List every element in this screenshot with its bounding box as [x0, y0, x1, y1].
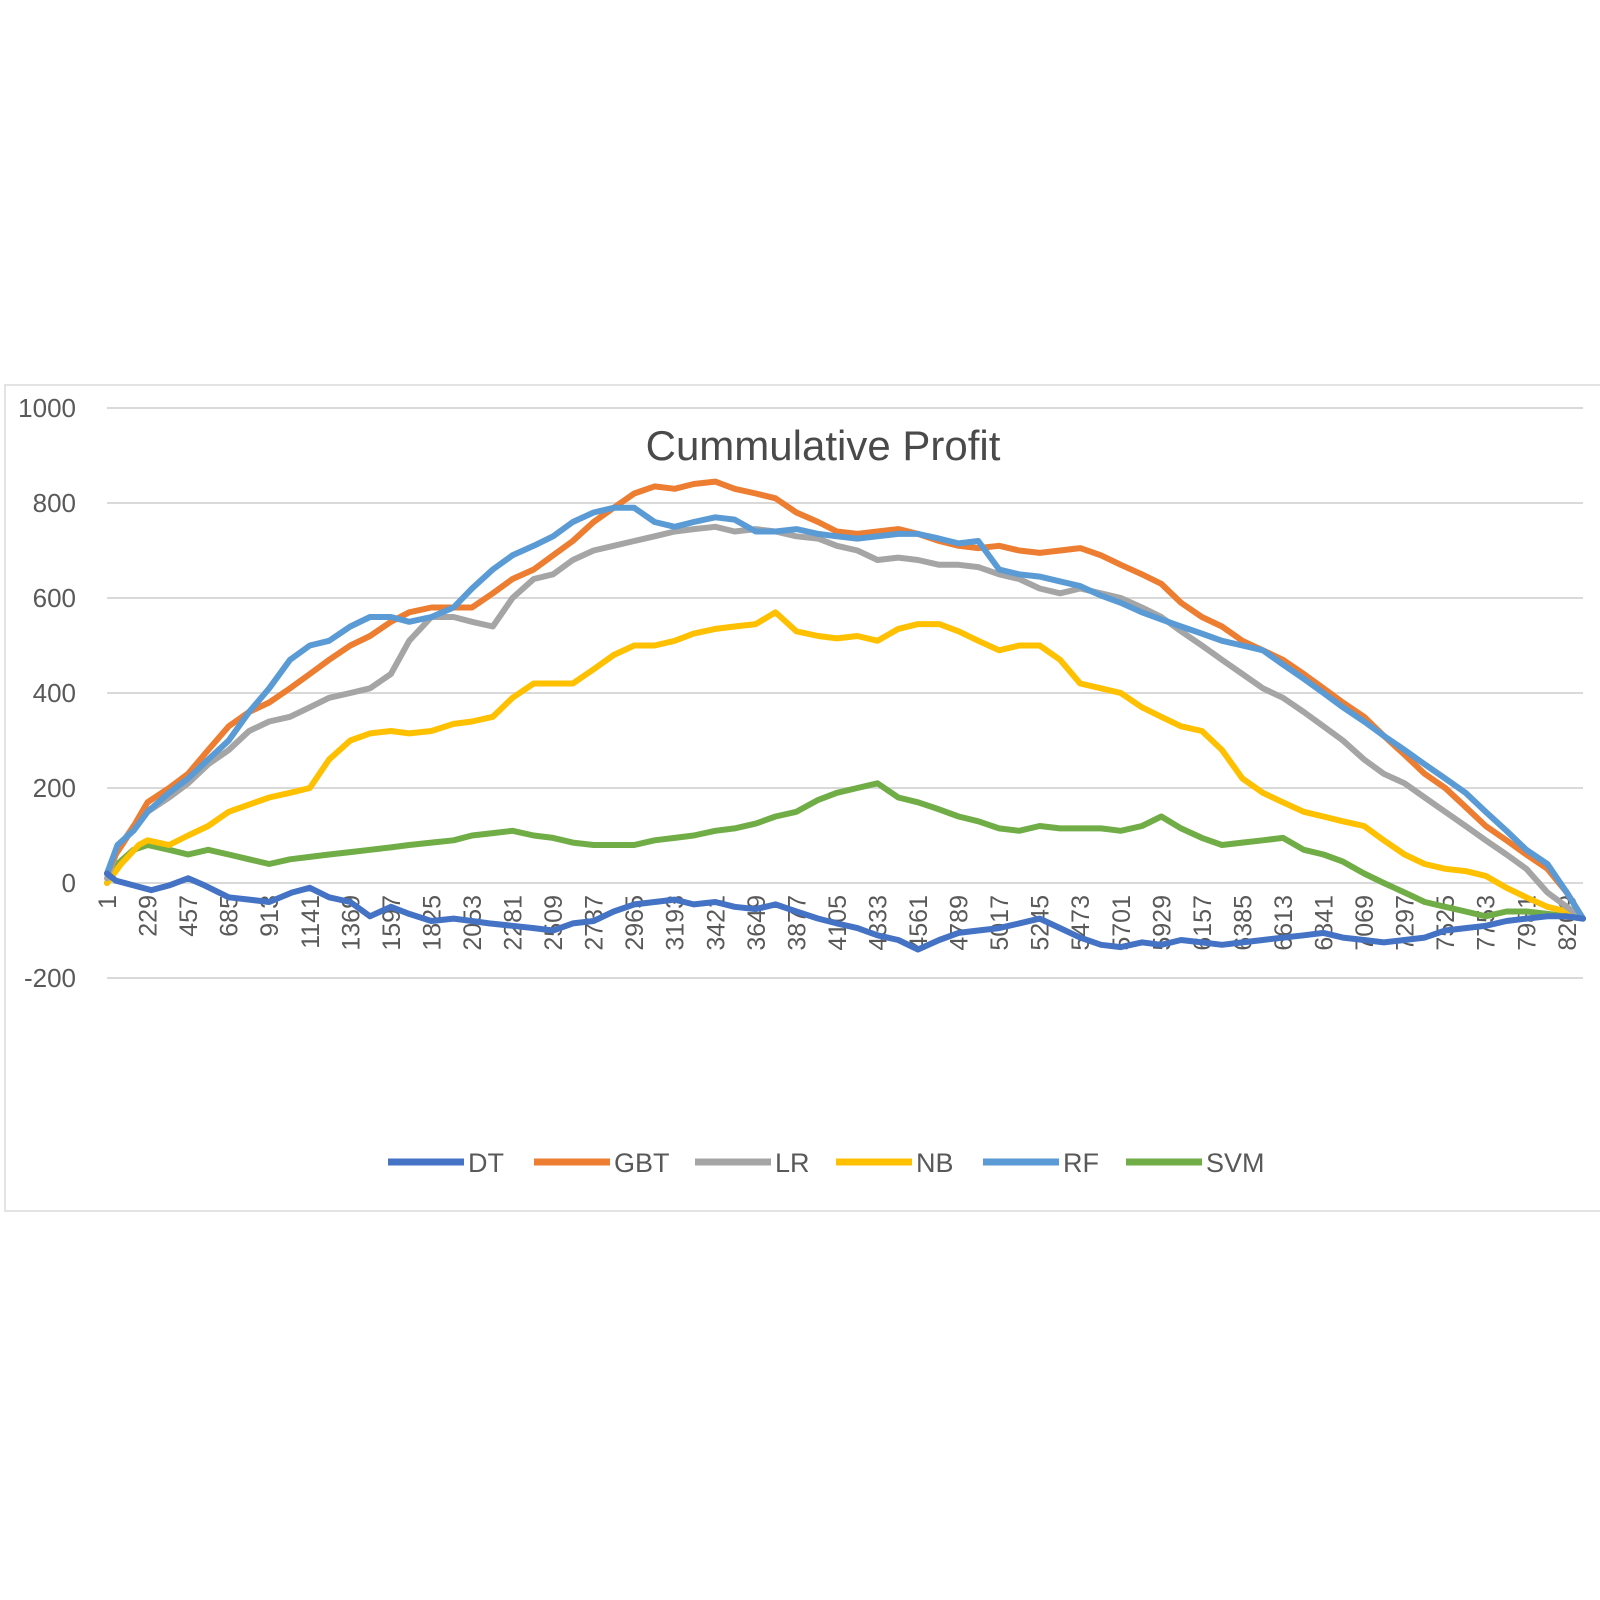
x-tick-label: 4333	[864, 895, 892, 951]
y-axis-tick-labels: 1000 800 600 400 200 0 -200	[18, 393, 76, 993]
series-line-gbt	[104, 478, 1586, 922]
x-tick-label: 3649	[743, 895, 771, 951]
y-tick-label: 0	[62, 868, 76, 898]
legend-label-dt: DT	[468, 1148, 504, 1178]
x-tick-label: 2509	[540, 895, 568, 951]
legend-label-svm: SVM	[1206, 1148, 1265, 1178]
series-line-lr	[104, 523, 1586, 922]
legend-label-rf: RF	[1063, 1148, 1099, 1178]
series-lines	[104, 478, 1586, 953]
x-tick-label: 229	[135, 895, 163, 937]
x-tick-label: 685	[216, 895, 244, 937]
y-tick-label: 800	[33, 488, 76, 518]
y-tick-label: 1000	[18, 393, 76, 423]
x-tick-label: 5701	[1108, 895, 1136, 951]
x-tick-label: 1597	[378, 895, 406, 951]
gridlines	[107, 407, 1583, 979]
y-tick-label: 400	[33, 678, 76, 708]
y-tick-label: -200	[24, 963, 76, 993]
y-tick-label: 600	[33, 583, 76, 613]
x-tick-label: 3877	[783, 895, 811, 951]
series-line-dt	[104, 870, 1586, 953]
legend: DT GBT LR NB RF SVM	[388, 1148, 1265, 1178]
x-tick-label: 6841	[1311, 895, 1339, 951]
series-line-rf	[104, 504, 1586, 922]
legend-label-gbt: GBT	[614, 1148, 670, 1178]
x-tick-label: 457	[175, 895, 203, 937]
legend-label-nb: NB	[916, 1148, 954, 1178]
y-tick-label: 200	[33, 773, 76, 803]
x-tick-label: 1141	[297, 895, 325, 949]
series-line-svm	[104, 780, 1586, 922]
x-tick-label: 4789	[946, 895, 974, 951]
chart-title: Cummulative Profit	[646, 422, 1001, 469]
legend-label-lr: LR	[775, 1148, 810, 1178]
x-tick-label: 6613	[1270, 895, 1298, 951]
x-tick-label: 1	[94, 895, 122, 909]
series-line-nb	[104, 609, 1586, 922]
x-tick-label: 4561	[905, 895, 933, 951]
